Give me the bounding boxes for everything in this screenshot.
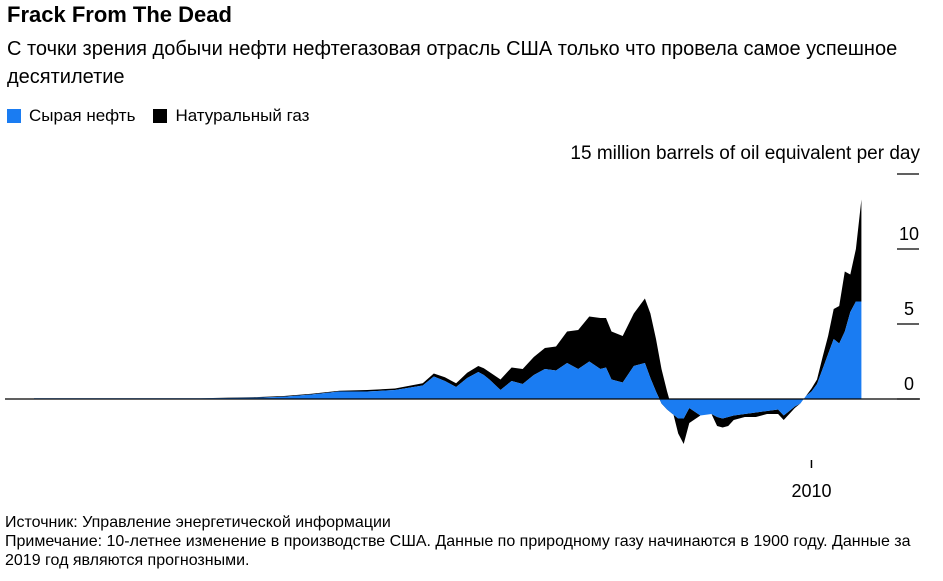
y-tick-label-0: 0: [904, 374, 914, 394]
x-tick-label-2010: 2010: [791, 481, 831, 501]
chart-axes: 0 5 10 2010: [5, 173, 920, 501]
legend-item-oil: Сырая нефть: [7, 106, 135, 126]
legend: Сырая нефть Натуральный газ: [7, 106, 327, 126]
chart-subtitle: С точки зрения добычи нефти нефтегазовая…: [7, 38, 898, 88]
footnote: Примечание: 10-летнее изменение в произв…: [5, 533, 911, 569]
legend-item-gas: Натуральный газ: [153, 106, 309, 126]
legend-swatch-oil: [7, 109, 21, 123]
legend-label-oil: Сырая нефть: [29, 106, 136, 125]
series-area-crude-oil: [34, 301, 862, 419]
y-axis-label: 15 million barrels of oil equivalent per…: [570, 143, 920, 164]
source-note: Источник: Управление энергетической инфо…: [5, 514, 391, 531]
legend-swatch-gas: [153, 109, 168, 123]
chart-title: Frack From The Dead: [7, 2, 232, 27]
series-area-natural-gas: [34, 199, 862, 444]
y-tick-label-5: 5: [904, 299, 914, 319]
y-tick-label-10: 10: [899, 224, 919, 244]
legend-label-gas: Натуральный газ: [175, 106, 310, 125]
chart-footer: Источник: Управление энергетической инфо…: [5, 513, 925, 570]
chart: 15 million barrels of oil equivalent per…: [5, 143, 920, 501]
chart-areas: [34, 199, 862, 444]
